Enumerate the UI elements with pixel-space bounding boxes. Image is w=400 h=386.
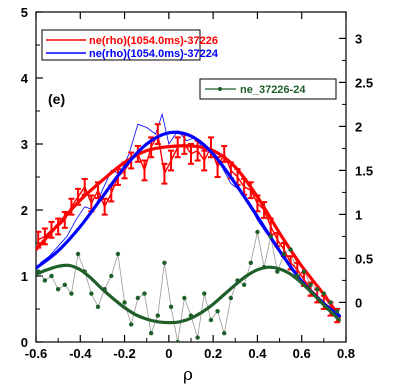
x-tick-label: -0.4 [69, 346, 92, 361]
series-fit-line [36, 263, 341, 325]
data-point [62, 282, 67, 287]
x-tick-label: 0 [165, 346, 172, 361]
axis-ticks [35, 11, 347, 343]
x-axis-title: ρ [183, 365, 193, 385]
data-point [295, 273, 300, 279]
data-point [36, 269, 41, 274]
series-6 [36, 229, 340, 342]
panel-label: (e) [48, 91, 65, 107]
plot-area [35, 11, 347, 343]
y-right-tick-label: 1.5 [355, 163, 373, 178]
data-point [275, 269, 280, 274]
data-point [255, 229, 260, 235]
data-point [55, 287, 61, 292]
legend-right: ne_37226-24 [199, 78, 337, 100]
y-right-tick-label: 2.5 [355, 75, 373, 90]
data-point [301, 269, 307, 274]
series-0 [37, 231, 338, 342]
data-point [328, 300, 333, 305]
data-point [75, 251, 81, 257]
data-point [215, 309, 220, 314]
legend-left: ne(rho)(1054.0ms)-37226 ne(rho)(1054.0ms… [41, 29, 219, 61]
data-point [281, 251, 287, 257]
series-layer [36, 112, 341, 342]
legend-right-marker-0 [218, 87, 222, 91]
data-point [241, 282, 247, 287]
legend-right-label-0: ne_37226-24 [240, 84, 306, 96]
data-point [175, 339, 180, 342]
data-point [248, 260, 253, 265]
y-left-tick-label: 0 [21, 335, 28, 350]
data-point [202, 291, 207, 296]
data-point [308, 282, 313, 287]
data-point [182, 295, 187, 301]
data-point [129, 322, 134, 327]
tick-labels: -0.6 -0.4 -0.2 0 0.2 0.4 0.6 0.8 0 1 2 3 4 5 0 0.5 1 1.5 2… [21, 5, 373, 361]
x-tick-label: 0.4 [248, 346, 267, 361]
data-point [228, 295, 234, 301]
data-point [235, 278, 240, 283]
series-fit-line [36, 130, 341, 318]
y-right-tick-label: 0 [355, 295, 362, 310]
data-point [222, 331, 227, 336]
y-right-tick-label: 0.5 [355, 251, 373, 266]
y-left-tick-label: 5 [21, 5, 28, 20]
x-tick-label: -0.6 [25, 346, 47, 361]
data-point [82, 269, 87, 274]
data-point [162, 260, 167, 265]
y-right-tick-label: 1 [355, 207, 362, 222]
data-point [188, 313, 194, 318]
x-tick-label: 0.2 [204, 346, 222, 361]
x-tick-label: 0.8 [337, 346, 355, 361]
y-left-tick-label: 3 [21, 137, 28, 152]
legend-left-box [41, 29, 201, 61]
data-point [208, 317, 214, 323]
y-right-tick-label: 2 [355, 119, 362, 134]
series-3 [36, 144, 341, 319]
y-left-tick-label: 1 [21, 269, 28, 284]
legend-right-box [199, 78, 337, 100]
y-left-tick-label: 2 [21, 203, 28, 218]
data-point [155, 313, 160, 318]
legend-left-label-0: ne(rho)(1054.0ms)-37226 [89, 35, 218, 47]
series-4 [36, 130, 341, 318]
data-point [142, 291, 147, 296]
data-point [268, 234, 273, 239]
x-tick-label: 0.6 [293, 346, 311, 361]
data-point [261, 265, 267, 270]
data-point [288, 247, 293, 252]
data-point [315, 287, 320, 292]
data-point [195, 335, 200, 340]
series-fit-line [36, 144, 341, 319]
series-line [37, 131, 338, 317]
data-point [115, 251, 121, 257]
x-tick-label: -0.2 [113, 346, 135, 361]
data-point [135, 295, 141, 301]
data-point [168, 304, 174, 309]
data-point [109, 273, 114, 279]
y-right-tick-label: 3 [355, 31, 362, 46]
data-point [122, 300, 127, 305]
data-point [321, 291, 327, 296]
series-line [37, 231, 338, 342]
data-point [102, 287, 107, 292]
y-left-tick-label: 4 [21, 71, 29, 86]
data-point [42, 278, 48, 283]
data-point [95, 304, 101, 309]
series-5 [36, 263, 341, 325]
data-point [49, 273, 54, 279]
data-point [148, 331, 154, 336]
data-point [334, 309, 340, 314]
data-point [89, 291, 94, 296]
data-point [69, 291, 74, 296]
legend-left-label-1: ne(rho)(1054.0ms)-37224 [89, 48, 219, 60]
